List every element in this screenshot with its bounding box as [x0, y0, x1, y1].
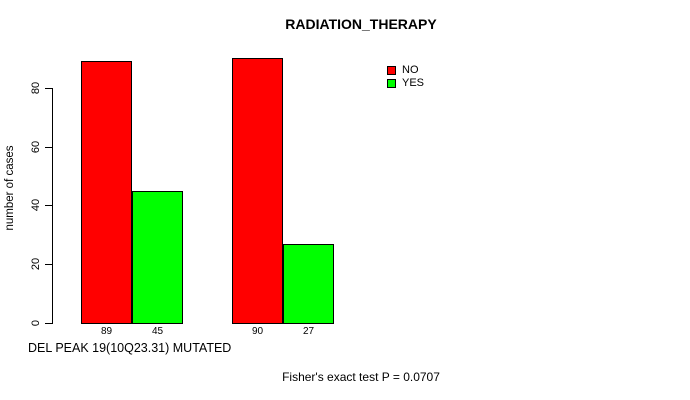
legend-item-no: NO: [387, 64, 424, 76]
y-axis-tick-label: 0: [30, 319, 42, 327]
bar-yes-group2: [283, 244, 334, 324]
bar-yes-group1: [132, 191, 183, 324]
y-axis-tick: [45, 88, 53, 89]
bar-no-group1: [81, 61, 132, 324]
legend-item-yes: YES: [387, 77, 424, 89]
legend-label-yes: YES: [402, 77, 425, 89]
bar-value-label: 89: [100, 326, 113, 337]
y-axis-label: number of cases: [4, 145, 16, 231]
fisher-test-note: Fisher's exact test P = 0.0707: [282, 370, 440, 384]
bar-value-label: 90: [251, 326, 264, 337]
chart-title: RADIATION_THERAPY: [285, 16, 437, 32]
legend-label-no: NO: [402, 64, 419, 76]
x-axis-label: DEL PEAK 19(10Q23.31) MUTATED: [28, 341, 232, 355]
y-axis-tick: [45, 147, 53, 148]
y-axis-tick-label: 40: [30, 198, 42, 212]
y-axis-tick: [45, 264, 53, 265]
legend-swatch-no-icon: [387, 65, 396, 75]
legend: NO YES: [387, 64, 424, 90]
y-axis-tick-label: 20: [30, 257, 42, 271]
y-axis-line: [52, 88, 53, 324]
y-axis-tick: [45, 323, 53, 324]
bar-value-label: 27: [302, 326, 315, 337]
bar-no-group2: [232, 58, 283, 324]
y-axis-tick-label: 80: [30, 81, 42, 95]
legend-swatch-yes-icon: [387, 78, 396, 88]
y-axis-tick-label: 60: [30, 140, 42, 154]
y-axis-tick: [45, 205, 53, 206]
bar-value-label: 45: [151, 326, 164, 337]
